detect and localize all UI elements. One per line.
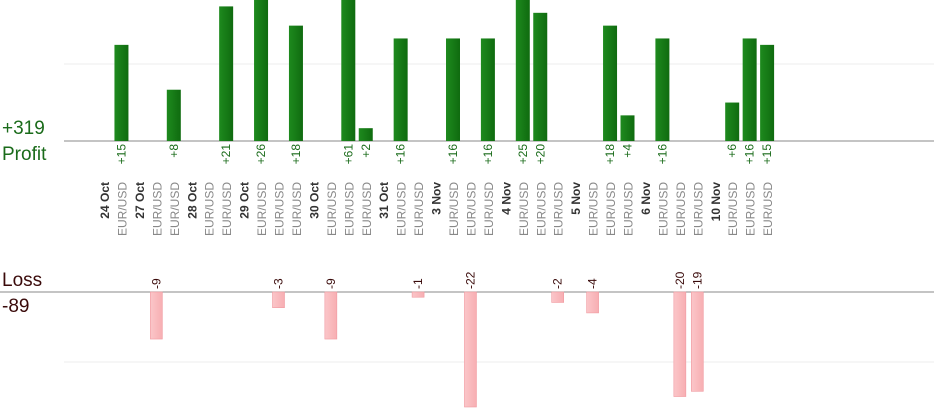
date-tick-label: 29 Oct	[238, 182, 252, 219]
loss-value-label: -2	[551, 278, 565, 289]
date-tick-label: 10 Nov	[709, 182, 723, 222]
pair-tick-label: EUR/USD	[360, 182, 374, 236]
loss-value-label: -1	[411, 278, 425, 289]
date-tick-label: 24 Oct	[98, 182, 112, 219]
profit-bar	[620, 115, 635, 141]
pair-tick-label: EUR/USD	[290, 182, 304, 236]
pair-tick-label: EUR/USD	[412, 182, 426, 236]
date-tick-label: 4 Nov	[499, 182, 513, 215]
pair-tick-label: EUR/USD	[482, 182, 496, 236]
pair-tick-label: EUR/USD	[604, 182, 618, 236]
profit-value-label: +18	[289, 144, 303, 165]
profit-bar	[480, 38, 495, 141]
pair-tick-label: EUR/USD	[656, 182, 670, 236]
loss-value-label: -20	[673, 271, 687, 289]
profit-bar	[393, 38, 408, 141]
loss-bar	[464, 291, 477, 408]
loss-bar	[324, 291, 338, 340]
date-tick-label: 6 Nov	[639, 182, 653, 215]
loss-value-label: -22	[463, 271, 477, 289]
pair-tick-label: EUR/USD	[534, 182, 548, 236]
profit-value-label: +61	[341, 144, 355, 165]
profit-total: +319	[2, 118, 45, 139]
loss-bar	[551, 291, 565, 303]
profit-value-label: +18	[603, 144, 617, 165]
loss-value-label: -19	[690, 271, 704, 289]
date-tick-label: 27 Oct	[133, 182, 147, 219]
loss-bar	[150, 291, 163, 340]
profit-bar	[166, 89, 181, 141]
profit-bar	[760, 44, 775, 142]
profit-bar	[358, 128, 373, 141]
pair-tick-label: EUR/USD	[115, 182, 129, 236]
pair-tick-label: EUR/USD	[168, 182, 182, 236]
pair-tick-label: EUR/USD	[395, 182, 409, 236]
loss-bar	[586, 291, 599, 314]
pair-tick-label: EUR/USD	[622, 182, 636, 236]
loss-bar	[411, 291, 425, 298]
pair-tick-label: EUR/USD	[517, 182, 531, 236]
pair-tick-label: EUR/USD	[552, 182, 566, 236]
loss-total: -89	[2, 296, 30, 317]
pair-tick-label: EUR/USD	[342, 182, 356, 236]
date-tick-label: 5 Nov	[569, 182, 583, 215]
profit-value-label: +6	[725, 144, 739, 158]
profit-value-label: +15	[760, 144, 774, 165]
profit-label: Profit	[2, 144, 47, 165]
profit-value-label: +16	[743, 144, 757, 165]
profit-value-label: +4	[621, 144, 635, 158]
pair-tick-label: EUR/USD	[691, 182, 705, 236]
profit-bar	[219, 6, 234, 142]
pair-tick-label: EUR/USD	[150, 182, 164, 236]
profit-value-label: +2	[359, 144, 373, 158]
profit-bar	[725, 102, 740, 141]
profit-bar	[655, 38, 670, 141]
pair-tick-label: EUR/USD	[761, 182, 775, 236]
pair-tick-label: EUR/USD	[587, 182, 601, 236]
profit-bar	[446, 38, 460, 141]
pair-tick-label: EUR/USD	[744, 182, 758, 236]
loss-bar	[272, 291, 285, 308]
pair-tick-label: EUR/USD	[255, 182, 269, 236]
date-tick-label: 3 Nov	[430, 182, 444, 215]
date-tick-label: 28 Oct	[185, 182, 199, 219]
loss-bar	[673, 291, 687, 397]
profit-bar	[254, 0, 269, 141]
profit-bar	[515, 0, 530, 141]
profit-value-label: +8	[167, 144, 181, 158]
loss-value-label: -9	[324, 278, 338, 289]
loss-label: Loss	[2, 270, 43, 291]
profit-bar	[114, 44, 129, 142]
loss-value-label: -9	[149, 278, 163, 289]
pair-tick-label: EUR/USD	[325, 182, 339, 236]
loss-bar	[690, 291, 704, 392]
profit-value-label: +21	[219, 144, 233, 165]
profit-value-label: +16	[481, 144, 495, 165]
profit-value-label: +20	[533, 144, 547, 165]
date-tick-label: 30 Oct	[307, 182, 321, 219]
profit-bar	[742, 38, 757, 141]
profit-value-label: +25	[516, 144, 530, 165]
pair-tick-label: EUR/USD	[273, 182, 287, 236]
profit-bar	[288, 25, 303, 141]
profit-bar	[603, 25, 618, 141]
loss-value-label: -3	[272, 278, 286, 289]
profit-bar	[341, 0, 356, 141]
profit-value-label: +15	[114, 144, 128, 165]
profit-bar	[533, 12, 548, 142]
profit-value-label: +16	[446, 144, 460, 165]
loss-value-label: -4	[586, 278, 600, 289]
date-tick-label: 31 Oct	[377, 182, 391, 219]
pair-tick-label: EUR/USD	[203, 182, 217, 236]
pair-tick-label: EUR/USD	[220, 182, 234, 236]
pair-tick-label: EUR/USD	[447, 182, 461, 236]
pair-tick-label: EUR/USD	[464, 182, 478, 236]
pair-tick-label: EUR/USD	[726, 182, 740, 236]
pair-tick-label: EUR/USD	[674, 182, 688, 236]
profit-value-label: +16	[394, 144, 408, 165]
profit-value-label: +16	[655, 144, 669, 165]
profit-value-label: +26	[254, 144, 268, 165]
